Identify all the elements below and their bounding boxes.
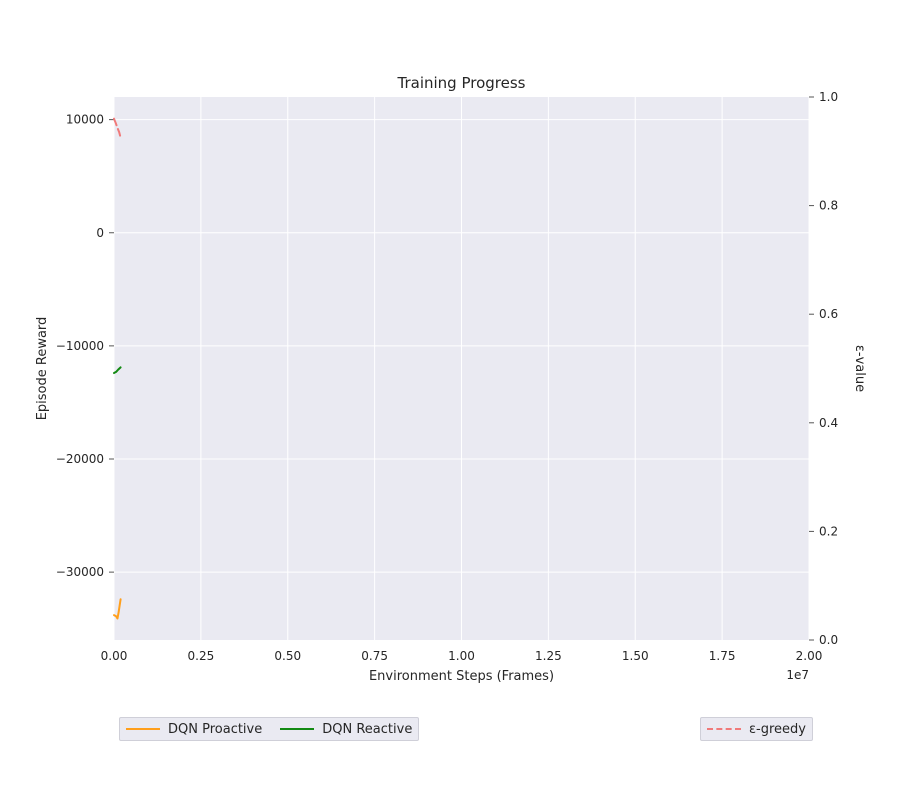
series-line-greedy <box>113 117 122 139</box>
legend-swatch <box>707 728 741 730</box>
x-tick-label: 1.50 <box>622 649 649 663</box>
x-tick-label: 0.00 <box>101 649 128 663</box>
x-tick-label: 0.50 <box>274 649 301 663</box>
y-tick-label: −10000 <box>56 339 104 353</box>
x-tick-label: 0.75 <box>361 649 388 663</box>
y2-tick-label: 0.8 <box>819 199 838 213</box>
legend-label: ε-greedy <box>749 721 806 737</box>
legend-item: DQN Reactive <box>280 722 412 737</box>
y-axis-label: Episode Reward <box>35 317 50 421</box>
x-tick-label: 0.25 <box>188 649 215 663</box>
series-line-dqn-reactive <box>113 366 122 375</box>
y2-tick-label: 0.4 <box>819 416 838 430</box>
y-tick-label: −30000 <box>56 565 104 579</box>
legend-item: DQN Proactive <box>126 722 262 737</box>
x-axis-offset-label: 1e7 <box>786 668 809 682</box>
y-tick-label: 0 <box>96 226 104 240</box>
y2-tick-label: 0.6 <box>819 307 838 321</box>
y2-tick-label: 1.0 <box>819 90 838 104</box>
legend-swatch <box>126 728 160 730</box>
x-axis-label: Environment Steps (Frames) <box>369 669 554 684</box>
x-tick-label: 1.25 <box>535 649 562 663</box>
y-tick-label: −20000 <box>56 452 104 466</box>
y-tick-label: 10000 <box>66 113 104 127</box>
x-tick-label: 1.00 <box>448 649 475 663</box>
x-tick-label: 2.00 <box>796 649 823 663</box>
chart-title: Training Progress <box>397 74 526 92</box>
y2-tick-label: 0.0 <box>819 633 838 647</box>
legend-epsilon-series: ε-greedy <box>700 717 813 741</box>
legend-label: DQN Proactive <box>168 721 263 737</box>
series-line-dqn-proactive <box>113 598 122 620</box>
legend-reward-series: DQN Proactive DQN Reactive <box>119 717 420 741</box>
legend-swatch <box>280 728 315 730</box>
y2-axis-label: ε-value <box>852 345 867 392</box>
x-tick-label: 1.75 <box>709 649 736 663</box>
legend-item: ε-greedy <box>707 722 806 737</box>
y2-tick-label: 0.2 <box>819 524 838 538</box>
legend-label: DQN Reactive <box>322 721 413 737</box>
